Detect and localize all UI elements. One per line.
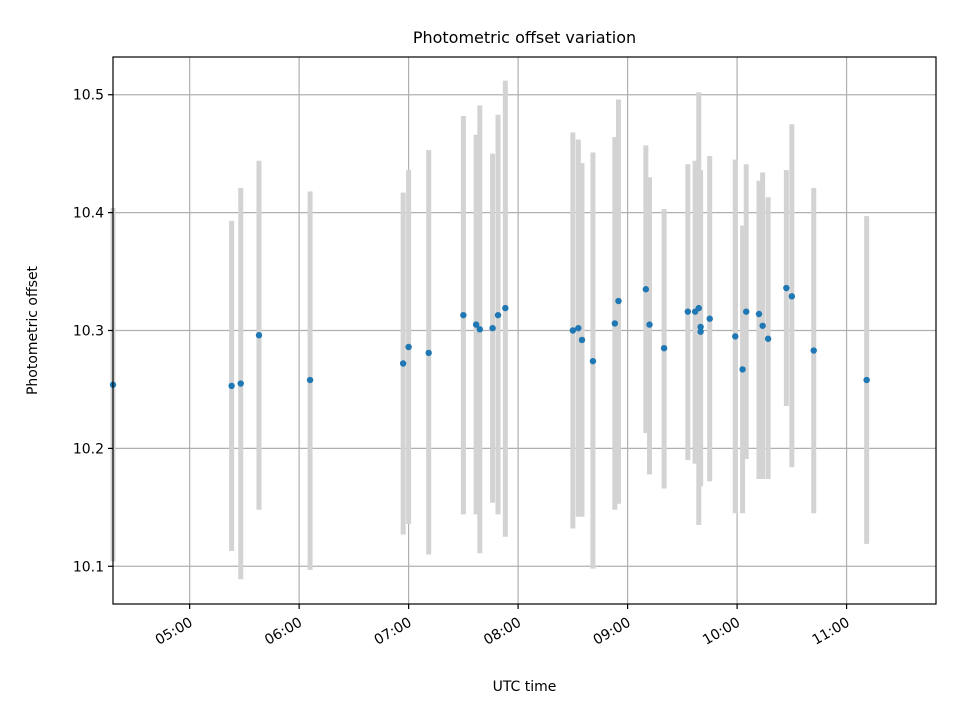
data-point [399,360,407,367]
data-point [472,321,480,328]
data-point [810,347,817,354]
y-axis-label: Photometric offset [25,265,41,395]
data-point [660,344,668,352]
data-point [575,324,582,332]
data-point [589,357,597,365]
y-tick-label: 10.2 [73,441,104,457]
data-point [743,308,750,315]
data-points [109,284,870,390]
data-point [739,366,746,373]
data-point [476,326,483,333]
data-point [646,321,653,328]
data-point [569,327,577,334]
x-axis-label: UTC time [493,679,557,695]
data-point [783,284,790,292]
data-point [489,324,496,332]
data-point [764,335,772,342]
data-point [425,349,432,357]
data-point [697,323,704,331]
data-point [863,376,870,384]
data-point [642,286,650,293]
data-point [405,343,412,351]
data-point [228,382,235,390]
data-point [306,376,314,384]
data-point [502,304,509,312]
data-point [494,311,502,319]
data-point [255,332,263,339]
y-tick-label: 10.1 [73,559,104,575]
y-tick-label: 10.5 [73,88,104,104]
data-point [759,322,766,329]
data-point [706,315,713,322]
data-point [697,328,704,335]
data-point [788,293,796,300]
data-point [237,380,244,387]
data-point [460,311,467,319]
data-point [615,297,622,305]
y-tick-label: 10.4 [73,206,104,222]
data-point [755,310,763,318]
data-point [695,304,702,312]
data-point [684,308,692,315]
y-axis-ticks: 10.1 10.2 10.3 10.4 10.5 [73,88,113,575]
chart-title: Photometric offset variation [413,28,636,47]
y-tick-label: 10.3 [73,324,104,340]
data-point [578,336,586,344]
data-point [732,333,739,340]
data-point [611,320,619,327]
